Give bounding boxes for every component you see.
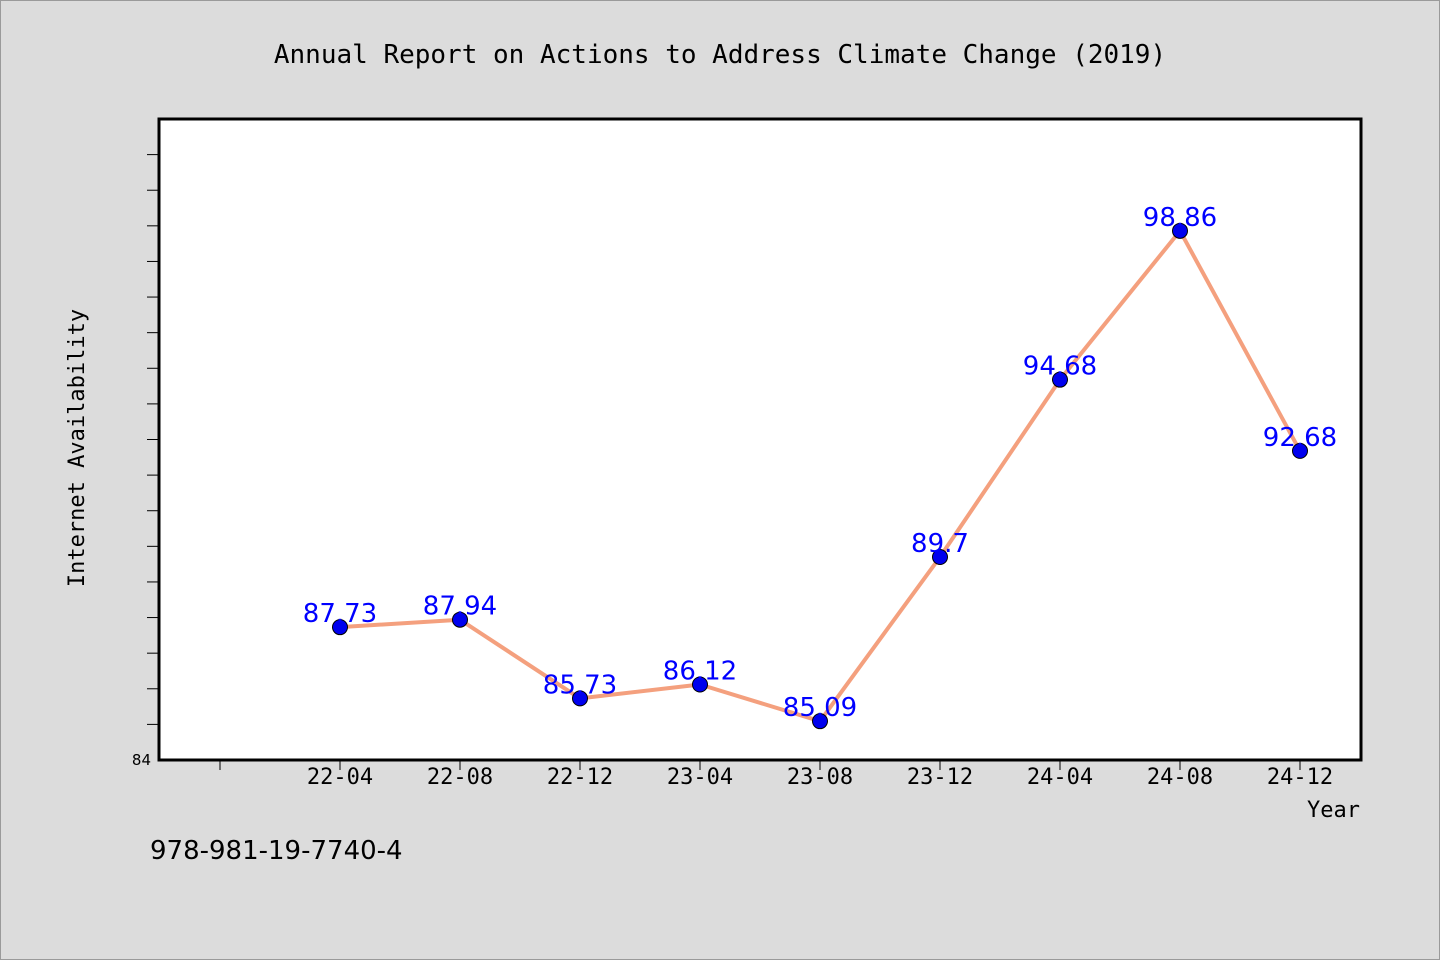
x-tick-label: 24-08 (1147, 765, 1213, 790)
data-label: 86.12 (663, 657, 737, 687)
chart-title: Annual Report on Actions to Address Clim… (274, 40, 1166, 70)
data-point (1292, 442, 1308, 459)
data-label: 92.68 (1263, 423, 1337, 453)
data-label: 94.68 (1023, 352, 1097, 382)
data-point (572, 690, 588, 707)
x-tick-label: 24-12 (1267, 765, 1333, 790)
x-tick-label: 23-08 (787, 765, 853, 790)
x-tick-label: 24-04 (1027, 765, 1093, 790)
data-point (452, 611, 468, 628)
data-point (812, 713, 828, 730)
data-label: 85.09 (783, 693, 857, 723)
data-point (332, 619, 348, 636)
data-label: 87.94 (423, 592, 497, 622)
data-point (692, 676, 708, 693)
series-group: 87.73 87.94 85.73 86.12 85.09 89.7 94.68 98.86 9… (303, 203, 1337, 730)
x-tick-label: 22-04 (307, 765, 373, 790)
x-tick-label: 23-12 (907, 765, 973, 790)
data-label: 87.73 (303, 599, 377, 629)
y-axis-ticks: 84 (132, 154, 159, 769)
data-label: 85.73 (543, 670, 617, 700)
data-label: 98.86 (1143, 203, 1217, 233)
data-point (932, 549, 948, 566)
x-tick-label: 23-04 (667, 765, 733, 790)
plot-area (157, 117, 1363, 762)
data-point (1052, 371, 1068, 388)
x-axis-label: Year (1307, 798, 1360, 823)
y-axis-label: Internet Availability (65, 309, 90, 587)
x-tick-label: 22-12 (547, 765, 613, 790)
y-tick-label: 84 (132, 751, 151, 769)
data-point (1172, 222, 1188, 239)
data-label: 89.7 (911, 529, 969, 559)
x-axis-ticks: 22-04 22-08 22-12 23-04 23-08 23-12 24-04 24-08… (219, 760, 1333, 790)
x-tick-label: 22-08 (427, 765, 493, 790)
isbn-text: 978-981-19-7740-4 (150, 836, 403, 866)
